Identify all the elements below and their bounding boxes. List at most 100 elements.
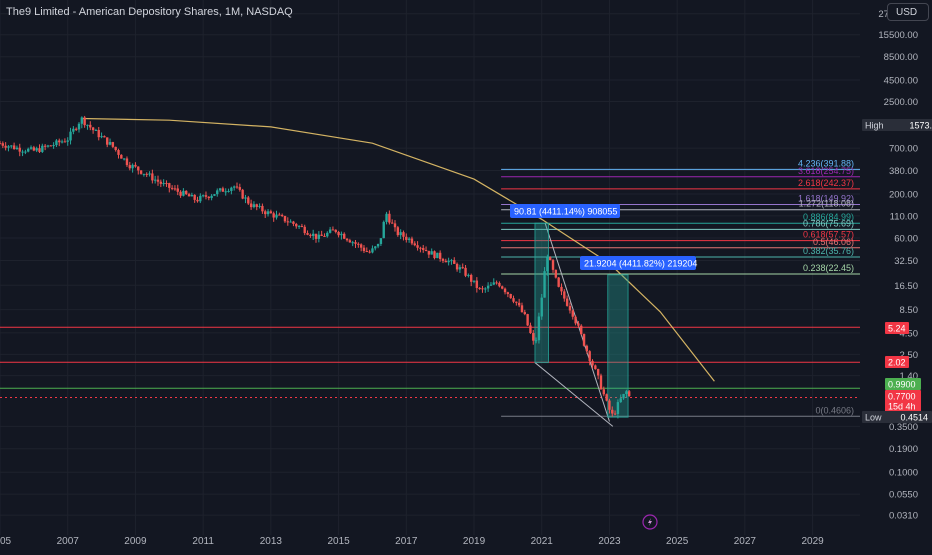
y-tick-label: 2500.00 — [884, 97, 918, 108]
candle-body — [436, 252, 439, 259]
candle-body — [187, 194, 191, 197]
candle-body — [475, 280, 479, 288]
candle-body — [532, 333, 535, 341]
candle-body — [526, 314, 529, 326]
candle-body — [582, 334, 586, 346]
candle-body — [49, 145, 52, 147]
candle-body — [517, 302, 521, 306]
candle-body — [216, 190, 219, 195]
currency-button[interactable]: USD — [887, 3, 929, 21]
candle-body — [565, 298, 569, 306]
candle-body — [38, 148, 41, 152]
candle-body — [1, 143, 5, 146]
candle-body — [613, 413, 617, 415]
x-tick-label: 2029 — [801, 536, 824, 547]
candle-body — [15, 147, 19, 150]
candle-body — [148, 173, 151, 175]
x-tick-label: 2023 — [598, 536, 621, 547]
candle-body — [371, 248, 374, 253]
candle-body — [176, 188, 179, 192]
candle-body — [602, 389, 606, 395]
candle-body — [534, 340, 538, 342]
candle-body — [94, 129, 98, 131]
candle-body — [385, 213, 388, 222]
candle-body — [320, 234, 323, 236]
candle-body — [168, 183, 171, 188]
measure-label: 90.81 (4411.14%) 908055 — [514, 207, 617, 217]
candle-body — [207, 196, 210, 199]
y-tick-label: 0.3500 — [889, 422, 918, 433]
candle-body — [74, 128, 78, 130]
candle-body — [523, 312, 527, 315]
y-tick-label: 8.50 — [900, 305, 919, 316]
candle-body — [106, 137, 109, 145]
y-tick-label: 60.00 — [894, 234, 918, 245]
candle-body — [323, 235, 326, 237]
horizontal-lines — [0, 326, 860, 398]
candle-body — [376, 243, 380, 247]
candle-body — [359, 244, 363, 248]
candle-body — [69, 131, 72, 141]
y-tick-label: 4.50 — [900, 328, 919, 339]
candle-body — [486, 285, 490, 289]
candle-body — [165, 183, 168, 185]
candle-body — [218, 188, 222, 191]
candle-body — [58, 140, 61, 143]
candle-body — [286, 221, 289, 223]
fib-level-label: 3.618(254.75) — [798, 166, 854, 176]
candle-body — [478, 287, 481, 289]
candle-body — [4, 145, 7, 148]
candle-body — [611, 409, 614, 414]
candle-body — [407, 238, 411, 240]
candle-body — [60, 141, 64, 143]
y-tick-label: 0.0550 — [889, 490, 918, 501]
candle-body — [182, 190, 185, 196]
fibonacci-levels: 4.236(391.88)3.618(254.75) 2.618(242.37) 1… — [501, 158, 860, 417]
candle-body — [560, 286, 563, 292]
candle-body — [241, 189, 244, 199]
candle-body — [568, 305, 572, 311]
candle-body — [142, 173, 146, 175]
candle-body — [100, 136, 103, 138]
candle-body — [255, 204, 258, 207]
candle-body — [343, 233, 346, 239]
candle-body — [227, 190, 230, 192]
candle-body — [77, 123, 81, 130]
candle-body — [66, 140, 69, 142]
candle-body — [80, 117, 84, 124]
price-label-bg — [862, 411, 932, 423]
candle-body — [416, 245, 419, 248]
candle-body — [458, 267, 462, 270]
price-label-bg — [885, 390, 921, 402]
measure-label-bg — [580, 256, 696, 270]
candle-body — [619, 398, 622, 403]
candle-body — [232, 186, 236, 188]
candle-body — [594, 365, 597, 370]
candle-body — [213, 194, 216, 196]
candle-body — [292, 221, 295, 224]
candle-body — [210, 195, 213, 199]
candle-body — [309, 234, 312, 236]
candle-body — [117, 150, 120, 155]
candle-body — [221, 188, 225, 192]
candle-body — [24, 151, 27, 153]
candle-body — [509, 294, 512, 299]
candle-body — [596, 369, 600, 376]
price-label-text: Low — [865, 413, 882, 423]
candle-body — [548, 257, 552, 261]
candle-body — [21, 151, 24, 153]
x-tick-label: 2009 — [124, 536, 147, 547]
y-tick-label: 4500.00 — [884, 75, 918, 86]
candle-body — [424, 249, 428, 251]
y-tick-label: 200.00 — [889, 189, 918, 200]
candle-body — [362, 247, 366, 252]
candle-body — [390, 222, 394, 224]
price-label-text: 0.7700 — [888, 392, 916, 402]
y-tick-label: 1.40 — [900, 371, 919, 382]
candle-body — [27, 148, 30, 152]
x-tick-label: 2027 — [734, 536, 757, 547]
candle-body — [29, 147, 33, 149]
candle-body — [585, 345, 589, 352]
